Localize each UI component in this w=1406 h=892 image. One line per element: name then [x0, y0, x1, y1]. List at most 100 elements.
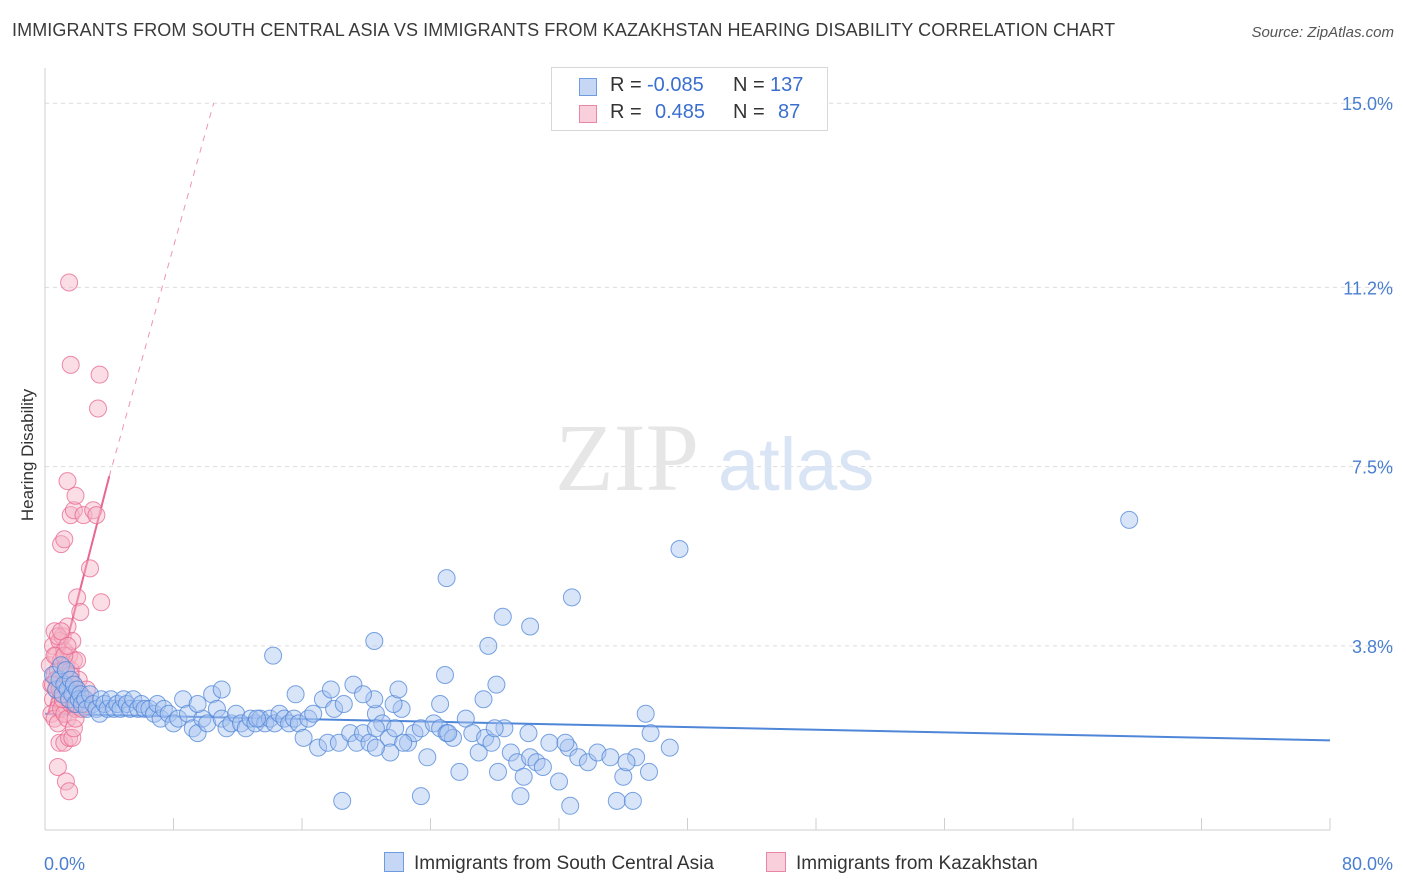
data-point: [207, 699, 226, 718]
data-point: [64, 501, 83, 520]
x-tick-label: 0.0%: [44, 854, 85, 874]
data-point: [179, 704, 197, 723]
data-point: [61, 506, 80, 525]
data-point: [87, 506, 106, 525]
data-point: [489, 762, 507, 781]
data-point: [556, 733, 575, 752]
data-point: [344, 675, 363, 694]
data-point: [627, 748, 646, 767]
legend-item-south-central-asia[interactable]: Immigrants from South Central Asia: [384, 852, 714, 875]
data-points: [40, 273, 1139, 815]
data-point: [1120, 510, 1139, 529]
data-point: [60, 782, 79, 801]
data-point: [265, 714, 284, 733]
legend-item-kazakhstan[interactable]: Immigrants from Kazakhstan: [766, 852, 1038, 875]
tick-labels: 3.8% 7.5% 11.2% 15.0% 0.0% 80.0%: [44, 94, 1393, 874]
data-point: [325, 699, 344, 718]
data-point: [601, 748, 620, 767]
data-point: [389, 680, 408, 699]
y-tick-label: 3.8%: [1352, 637, 1393, 657]
chart-title: IMMIGRANTS FROM SOUTH CENTRAL ASIA VS IM…: [12, 20, 1116, 40]
data-point: [63, 728, 82, 747]
data-point: [188, 724, 207, 743]
r-label: R =: [610, 101, 642, 123]
data-point: [527, 753, 546, 772]
data-point: [114, 690, 133, 709]
n-value: 137: [770, 74, 804, 96]
data-point: [304, 704, 323, 723]
data-point: [333, 791, 352, 810]
data-point: [501, 743, 520, 762]
data-point: [193, 709, 212, 728]
data-point: [482, 733, 501, 752]
data-point: [294, 728, 313, 747]
data-point: [217, 719, 236, 738]
legend-label: Immigrants from Kazakhstan: [796, 853, 1038, 874]
data-point: [511, 787, 530, 806]
data-point: [48, 627, 67, 646]
data-point: [74, 506, 93, 525]
watermark-atlas: atlas: [718, 423, 874, 506]
data-point: [366, 704, 385, 723]
data-point: [485, 719, 504, 738]
data-point: [617, 753, 636, 772]
data-point: [519, 724, 538, 743]
data-point: [68, 588, 87, 607]
data-point: [56, 661, 75, 680]
data-point: [487, 675, 506, 694]
data-point: [354, 685, 372, 704]
data-point: [670, 540, 689, 558]
data-point: [90, 365, 109, 384]
data-point: [66, 695, 85, 713]
data-point: [640, 762, 658, 781]
data-point: [559, 738, 578, 757]
data-point: [55, 530, 74, 549]
y-tick-label: 15.0%: [1342, 94, 1393, 114]
data-point: [45, 646, 64, 665]
data-point: [309, 738, 328, 757]
data-point: [474, 690, 493, 709]
legend-swatch: [384, 852, 404, 872]
data-point: [366, 719, 385, 738]
r-value: 0.485: [655, 101, 706, 123]
data-point: [45, 709, 64, 728]
data-point: [561, 796, 580, 815]
data-point: [212, 709, 231, 728]
data-point: [386, 719, 405, 738]
n-value: 87: [778, 101, 801, 123]
data-point: [174, 690, 193, 709]
legend-label: Immigrants from South Central Asia: [414, 853, 714, 874]
data-point: [52, 656, 71, 675]
data-point: [607, 791, 626, 810]
gridlines: [45, 102, 1395, 647]
data-point: [439, 724, 458, 743]
data-point: [384, 695, 403, 713]
data-point: [450, 762, 469, 781]
data-point: [399, 733, 417, 752]
data-point: [58, 472, 77, 491]
data-point: [418, 748, 437, 767]
data-point: [365, 632, 384, 650]
data-point: [379, 728, 398, 747]
data-point: [264, 646, 283, 665]
data-point: [550, 772, 568, 791]
y-tick-label: 11.2%: [1343, 278, 1393, 298]
data-point: [495, 719, 514, 738]
data-point: [183, 719, 202, 738]
data-point: [84, 501, 103, 520]
data-point: [61, 670, 80, 689]
data-point: [42, 704, 61, 723]
data-point: [188, 695, 207, 713]
data-point: [212, 680, 231, 699]
data-point: [366, 738, 385, 757]
data-point: [48, 758, 67, 776]
legend-swatch: [766, 852, 786, 872]
data-point: [98, 699, 117, 718]
swatch-kazakhstan: [579, 105, 597, 123]
data-point: [641, 724, 660, 743]
data-point: [540, 733, 559, 752]
data-point: [56, 772, 75, 791]
data-point: [660, 738, 679, 757]
data-point: [52, 535, 71, 554]
